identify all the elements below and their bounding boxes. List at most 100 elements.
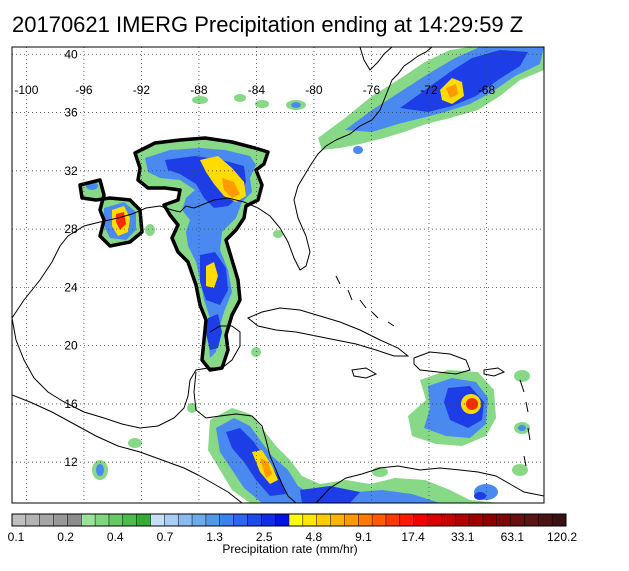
colorbar-label: 63.1 — [501, 530, 525, 544]
colorbar-swatch — [510, 514, 525, 526]
colorbar-swatch — [399, 514, 414, 526]
colorbar-swatch — [441, 514, 456, 526]
coastlines — [12, 47, 544, 503]
lon-tick-label: -88 — [190, 83, 208, 97]
colorbar-swatch — [39, 514, 54, 526]
precipitation-layer — [80, 47, 544, 503]
colorbar — [11, 513, 567, 527]
cuba — [247, 307, 410, 357]
colorbar-swatch — [385, 514, 401, 526]
colorbar-label: 0.1 — [8, 530, 25, 544]
lat-tick-label: 40 — [64, 47, 78, 61]
colorbar-swatch — [482, 514, 498, 526]
colorbar-frame — [11, 513, 567, 527]
colorbar-label: 33.1 — [451, 530, 475, 544]
colorbar-label: 120.2 — [547, 530, 577, 544]
lon-tick-label: -92 — [133, 83, 151, 97]
lon-tick-label: -100 — [14, 83, 38, 97]
central-america-coast — [193, 371, 297, 503]
colorbar-swatch — [122, 514, 137, 526]
central-america-rain-dark — [226, 428, 360, 503]
colorbar-swatch — [53, 514, 68, 526]
lat-tick-label: 12 — [64, 455, 78, 469]
lat-lon-grid — [12, 47, 544, 503]
gulf-rain-area-dark — [165, 156, 246, 350]
lat-tick-label: 24 — [64, 280, 78, 294]
colorbar-swatch — [25, 514, 40, 526]
us-gulf-coast — [12, 139, 337, 319]
colorbar-swatch — [136, 514, 151, 526]
colorbar-swatch — [12, 514, 27, 526]
us-east-coast — [335, 47, 433, 141]
colorbar-swatch — [219, 514, 234, 526]
jamaica — [351, 367, 378, 379]
colorbar-label: 2.5 — [256, 530, 273, 544]
lat-tick-label: 36 — [64, 106, 78, 120]
lon-tick-label: -68 — [478, 83, 496, 97]
colorbar-swatch — [205, 514, 221, 526]
colorbar-swatch — [261, 514, 276, 526]
colorbar-swatch — [95, 514, 110, 526]
tick-labels: -100 -96 -92 -88 -84 -80 -76 -72 -68 12 16 20 24 28 32… — [14, 47, 495, 469]
colorbar-swatch — [427, 514, 442, 526]
mexico-gulf-coast — [12, 317, 241, 429]
colorbar-title: Precipitation rate (mm/hr) — [222, 542, 358, 556]
lon-tick-label: -76 — [363, 83, 381, 97]
colorbar-swatch — [330, 514, 345, 526]
colorbar-swatch — [496, 514, 511, 526]
colorbar-swatch — [455, 514, 470, 526]
colorbar-label: 0.7 — [157, 530, 174, 544]
gulf-rain-core-orange — [222, 178, 240, 198]
lat-tick-label: 28 — [64, 222, 78, 236]
lat-tick-label: 16 — [64, 397, 78, 411]
colorbar-swatch — [233, 514, 248, 526]
colorbar-swatch — [150, 514, 165, 526]
south-america-coast — [315, 465, 544, 503]
puerto-rico — [483, 367, 506, 377]
colorbar-label: 4.8 — [305, 530, 322, 544]
bahamas — [335, 275, 395, 327]
colorbar-swatch — [372, 514, 387, 526]
colorbar-swatch — [108, 514, 124, 526]
colorbar-label: 1.3 — [206, 530, 223, 544]
colorbar-swatch — [178, 514, 193, 526]
central-america-rain-core-orange — [260, 458, 272, 478]
colorbar-swatch — [289, 514, 304, 526]
lesser-antilles — [519, 379, 531, 467]
map-title: 20170621 IMERG Precipitation ending at 1… — [12, 12, 524, 37]
scattered-cells — [86, 94, 530, 500]
colorbar-swatch — [524, 514, 539, 526]
colorbar-labels: 0.1 0.2 0.4 0.7 1.3 2.5 4.8 9.1 17.4 33.1 63.1 120.… — [8, 530, 578, 544]
lon-tick-label: -96 — [75, 83, 93, 97]
colorbar-swatch — [469, 514, 484, 526]
colorbar-label: 0.4 — [107, 530, 124, 544]
colorbar-swatch — [538, 514, 553, 526]
colorbar-swatch — [247, 514, 262, 526]
lon-tick-label: -84 — [248, 83, 266, 97]
mexico-pacific-coast — [12, 394, 201, 477]
lon-tick-label: -80 — [305, 83, 323, 97]
colorbar-swatch — [192, 514, 207, 526]
colorbar-swatch — [552, 514, 567, 526]
hispaniola — [413, 351, 471, 375]
northeast-coast — [359, 47, 393, 71]
colorbar-swatch — [316, 514, 331, 526]
plot-frame — [11, 46, 545, 504]
atlantic-band-dark — [400, 50, 528, 112]
colorbar-swatch — [164, 514, 179, 526]
colorbar-swatch — [344, 514, 359, 526]
colorbar-swatch — [413, 514, 428, 526]
lat-tick-label: 32 — [64, 164, 78, 178]
colorbar-swatch — [275, 514, 290, 526]
colorbar-swatch — [81, 514, 96, 526]
colorbar-swatch — [67, 514, 82, 526]
colorbar-swatch — [302, 514, 317, 526]
colorbar-label: 9.1 — [355, 530, 372, 544]
contour-outlines — [78, 136, 270, 372]
atlantic-band-core-orange — [446, 84, 458, 98]
colorbar-label: 0.2 — [57, 530, 74, 544]
gulf-system-outline — [133, 136, 270, 372]
texas-cell-outline — [78, 178, 144, 248]
lon-tick-label: -72 — [420, 83, 438, 97]
